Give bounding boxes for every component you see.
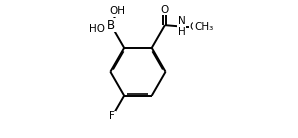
Text: B: B bbox=[107, 19, 115, 32]
Text: O: O bbox=[161, 5, 169, 15]
Text: O: O bbox=[189, 22, 197, 31]
Text: N
H: N H bbox=[178, 16, 185, 37]
Text: CH₃: CH₃ bbox=[194, 22, 213, 31]
Text: OH: OH bbox=[109, 6, 125, 16]
Text: HO: HO bbox=[89, 24, 105, 34]
Text: F: F bbox=[109, 111, 115, 121]
